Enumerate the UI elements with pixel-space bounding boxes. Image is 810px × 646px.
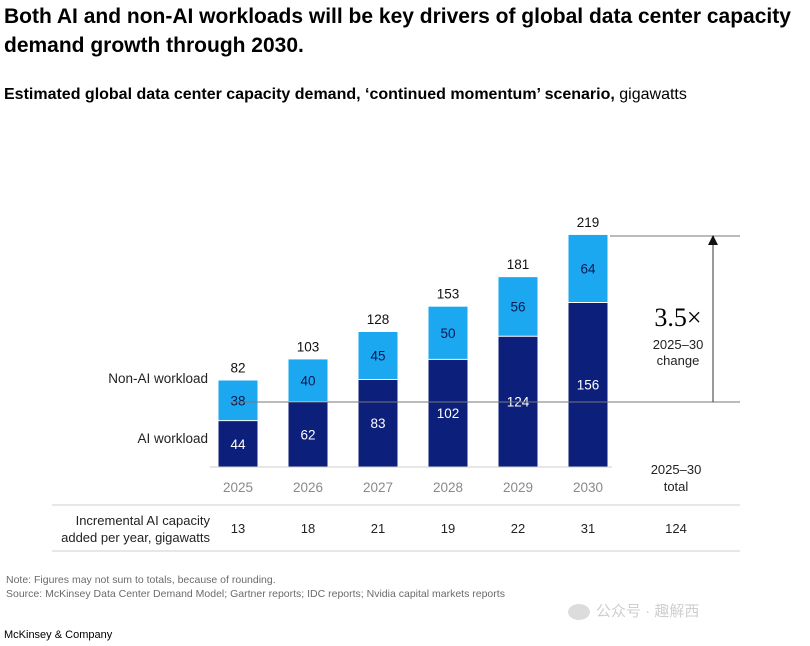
- bar-ai-2026: [288, 401, 328, 467]
- incremental-row-label-line1: Incremental AI capacity: [76, 513, 211, 528]
- x-tick-2026: 2026: [293, 480, 323, 495]
- bar-ai-2028: [428, 359, 468, 467]
- bar-non-ai-2025: [218, 380, 258, 421]
- bar-ai-2025: [218, 420, 258, 467]
- label-non-ai-2025: 38: [230, 394, 245, 409]
- incremental-row-values: 13 18 21 19 22 31: [231, 521, 595, 536]
- label-total-2029: 181: [507, 257, 530, 272]
- brand-name: McKinsey & Company: [4, 629, 113, 641]
- footnote: Note: Figures may not sum to totals, bec…: [6, 574, 276, 586]
- bar-non-ai-2026: [288, 359, 328, 402]
- x-tick-2027: 2027: [363, 480, 393, 495]
- chart-title: Both AI and non-AI workloads will be key…: [4, 5, 791, 57]
- x-tick-2025: 2025: [223, 480, 253, 495]
- bar-non-ai-2027: [358, 331, 398, 380]
- watermark: 公众号 · 趣解西: [568, 600, 699, 621]
- incremental-value-2029: 22: [511, 521, 525, 536]
- incremental-value-2030: 31: [581, 521, 595, 536]
- chart-subtitle: Estimated global data center capacity de…: [4, 86, 687, 104]
- bar-non-ai-2029: [498, 277, 538, 337]
- label-total-2025: 82: [230, 361, 245, 376]
- incremental-value-2027: 21: [371, 521, 385, 536]
- bar-ai-2027: [358, 379, 398, 467]
- x-axis-ticks: 2025 2026 2027 2028 2029 2030: [223, 480, 603, 495]
- label-non-ai-2028: 50: [440, 326, 455, 341]
- label-ai-2027: 83: [370, 416, 385, 431]
- source-note: Source: McKinsey Data Center Demand Mode…: [6, 588, 505, 600]
- bar-non-ai-2028: [428, 306, 468, 360]
- label-ai-2025: 44: [230, 437, 246, 452]
- watermark-text: 公众号 · 趣解西: [596, 603, 700, 620]
- total-column-label-line1: 2025–30: [651, 462, 702, 477]
- subtitle-main: Estimated global data center capacity de…: [4, 86, 615, 103]
- bars-group: [218, 234, 608, 467]
- total-column-label-line2: total: [664, 479, 689, 494]
- label-total-2028: 153: [437, 287, 460, 302]
- value-labels-group: 4438826240103834512810250153124561811566…: [230, 215, 599, 452]
- label-total-2030: 219: [577, 215, 600, 230]
- incremental-value-2028: 19: [441, 521, 455, 536]
- label-non-ai-2029: 56: [510, 300, 525, 315]
- bar-ai-2030: [568, 302, 608, 467]
- legend-label-non-ai: Non-AI workload: [108, 371, 208, 386]
- change-label-line1: 2025–30: [653, 337, 704, 352]
- label-non-ai-2026: 40: [300, 374, 315, 389]
- x-tick-2030: 2030: [573, 480, 603, 495]
- label-non-ai-2027: 45: [370, 349, 385, 364]
- legend-label-ai: AI workload: [137, 431, 208, 446]
- label-ai-2026: 62: [300, 427, 315, 442]
- x-tick-2029: 2029: [503, 480, 533, 495]
- wechat-icon: [568, 604, 590, 621]
- incremental-row-total: 124: [665, 521, 687, 536]
- incremental-value-2026: 18: [301, 521, 315, 536]
- incremental-row-label-line2: added per year, gigawatts: [61, 530, 210, 545]
- change-arrow-head: [708, 235, 718, 245]
- subtitle-unit: gigawatts: [614, 86, 687, 103]
- label-ai-2030: 156: [577, 378, 600, 393]
- label-total-2027: 128: [367, 312, 390, 327]
- change-label-line2: change: [657, 353, 700, 368]
- incremental-value-2025: 13: [231, 521, 245, 536]
- label-total-2026: 103: [297, 339, 320, 354]
- change-multiple: 3.5×: [654, 303, 701, 332]
- label-ai-2028: 102: [437, 406, 460, 421]
- x-tick-2028: 2028: [433, 480, 463, 495]
- bar-non-ai-2030: [568, 234, 608, 303]
- label-non-ai-2030: 64: [580, 262, 596, 277]
